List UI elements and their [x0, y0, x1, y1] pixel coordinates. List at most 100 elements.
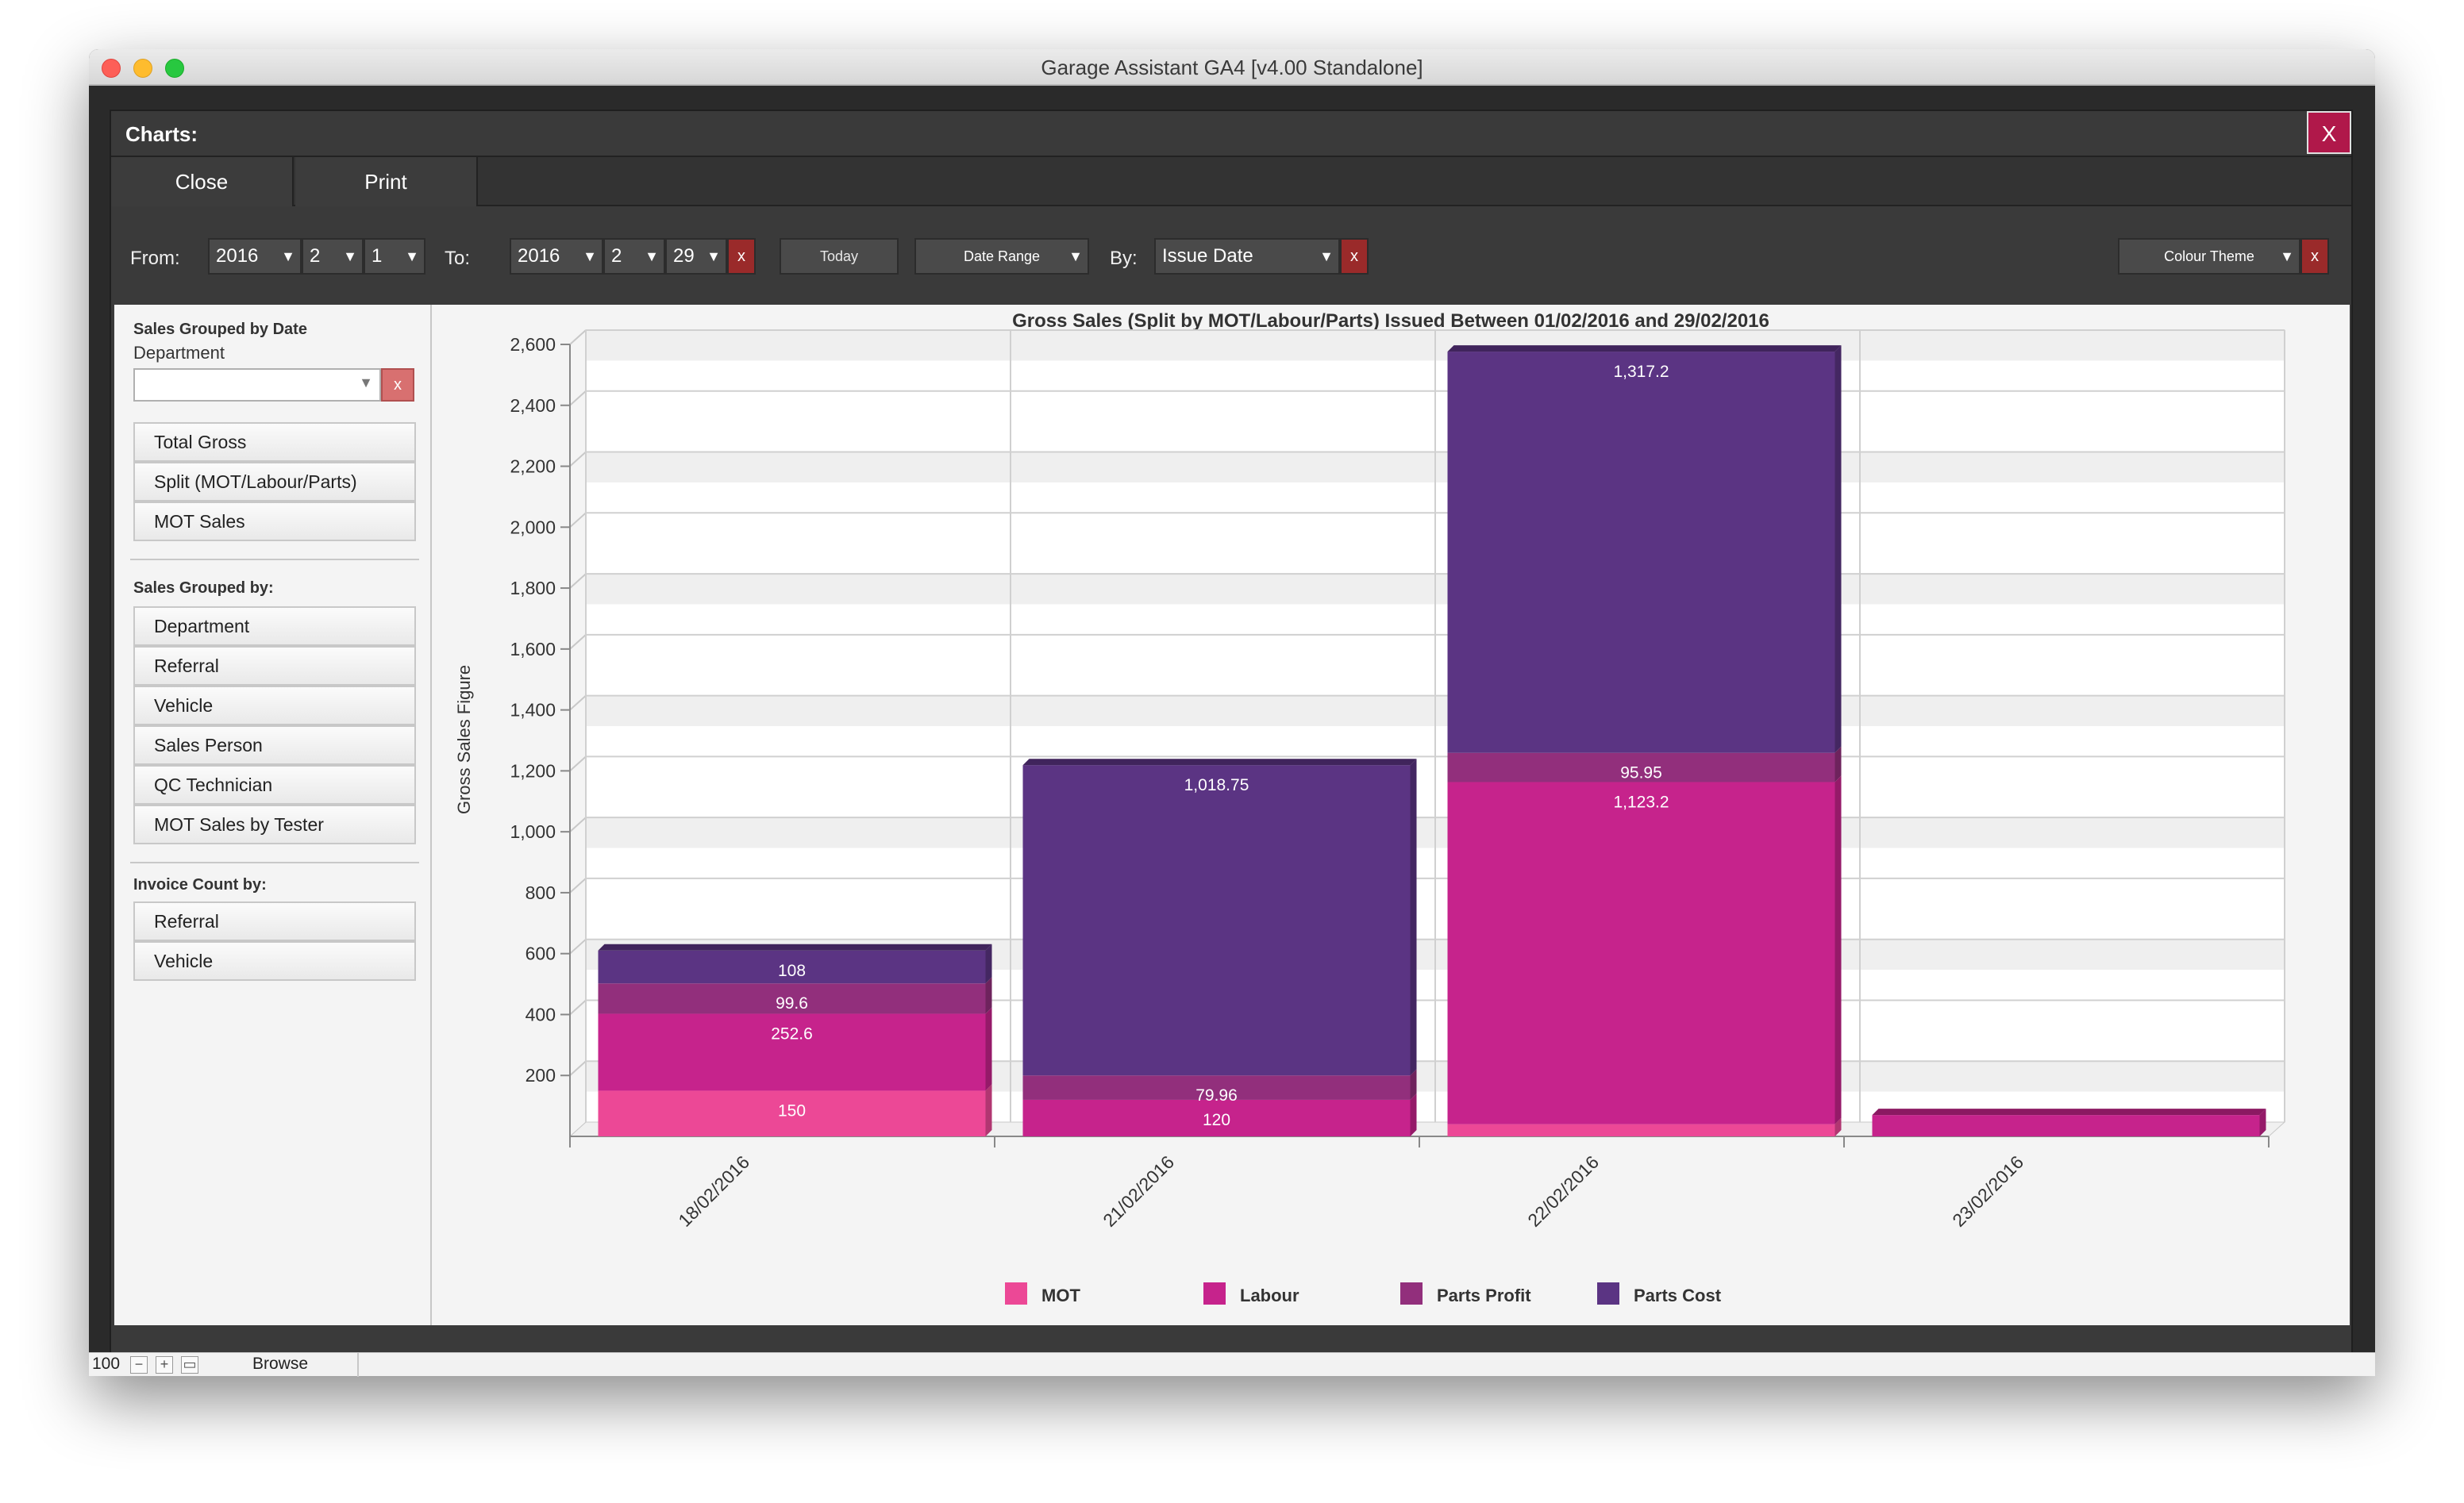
- department-clear-button[interactable]: x: [381, 368, 414, 402]
- window-maximize-button[interactable]: [165, 59, 184, 78]
- group-vehicle-button[interactable]: Vehicle: [133, 686, 416, 725]
- bar-side: [1835, 1117, 1842, 1136]
- department-select[interactable]: ▼: [133, 368, 381, 402]
- data-label: 150: [778, 1101, 806, 1120]
- y-tick-label: 1,200: [510, 760, 556, 781]
- data-label: 79.96: [1195, 1086, 1238, 1105]
- split-mot-labour-parts-button[interactable]: Split (MOT/Labour/Parts): [133, 462, 416, 502]
- y-gridline-side: [569, 999, 587, 1016]
- y-gridline-side: [569, 573, 587, 589]
- clear-colour-theme-button[interactable]: x: [2300, 238, 2329, 275]
- dialog-title: Charts:: [125, 122, 198, 146]
- close-button[interactable]: Close: [111, 157, 294, 206]
- clear-by-button[interactable]: x: [1340, 238, 1369, 275]
- from-month-select[interactable]: 2 ▼: [302, 238, 364, 275]
- by-value: Issue Date: [1162, 245, 1253, 267]
- bar-side: [985, 1007, 992, 1091]
- today-button[interactable]: Today: [780, 238, 899, 275]
- y-gridline-side: [569, 329, 587, 345]
- data-label: 1,018.75: [1184, 776, 1249, 794]
- by-select[interactable]: Issue Date ▼: [1154, 238, 1340, 275]
- from-day-select[interactable]: 1 ▼: [364, 238, 425, 275]
- stacked-bar-chart: Gross Sales (Split by MOT/Labour/Parts) …: [454, 310, 2286, 1305]
- mot-sales-button[interactable]: MOT Sales: [133, 502, 416, 541]
- bar-side: [1835, 775, 1842, 1124]
- group-sales-person-button[interactable]: Sales Person: [133, 725, 416, 765]
- zoom-in-icon[interactable]: +: [156, 1356, 173, 1374]
- y-gridline-side: [569, 1060, 587, 1076]
- data-label: 95.95: [1620, 764, 1662, 782]
- bar-side: [2259, 1109, 2266, 1136]
- date-range-select[interactable]: Date Range ▼: [914, 238, 1089, 275]
- y-gridline-side: [569, 817, 587, 832]
- to-day-value: 29: [673, 245, 695, 267]
- window-title: Garage Assistant GA4 [v4.00 Standalone]: [1041, 56, 1423, 79]
- bar-side: [1835, 345, 1842, 753]
- group-mot-sales-by-tester-button[interactable]: MOT Sales by Tester: [133, 805, 416, 844]
- bar-side: [1835, 746, 1842, 782]
- y-tick-label: 600: [526, 944, 556, 964]
- to-year-select[interactable]: 2016 ▼: [510, 238, 603, 275]
- from-label: From:: [130, 248, 180, 269]
- x-tick-label: 21/02/2016: [1099, 1151, 1178, 1231]
- data-label: 252.6: [771, 1024, 813, 1043]
- data-label: 1,123.2: [1613, 794, 1669, 812]
- total-gross-button[interactable]: Total Gross: [133, 422, 416, 462]
- bar-segment: [598, 950, 986, 984]
- colour-theme-select[interactable]: Colour Theme ▼: [2118, 238, 2300, 275]
- legend-swatch: [1005, 1282, 1027, 1305]
- to-day-select[interactable]: 29 ▼: [665, 238, 727, 275]
- from-day-value: 1: [372, 245, 383, 267]
- from-year-select[interactable]: 2016 ▼: [208, 238, 302, 275]
- dialog-close-x-button[interactable]: X: [2307, 111, 2351, 154]
- invoice-vehicle-button[interactable]: Vehicle: [133, 941, 416, 981]
- dropdown-arrow-icon: ▼: [343, 248, 357, 264]
- bar-top: [1872, 1109, 2266, 1116]
- sidebar-divider: [130, 559, 419, 560]
- y-tick-label: 1,800: [510, 578, 556, 598]
- charts-dialog: Charts: X Close Print From: 2016 ▼ 2 ▼ 1 ▼ …: [110, 110, 2353, 1373]
- filter-bar: From: 2016 ▼ 2 ▼ 1 ▼ To: 2016 ▼ 2 ▼ 29 ▼ x Tod…: [111, 208, 2351, 303]
- bar-segment: [1447, 752, 1835, 782]
- bar-side: [985, 1084, 992, 1136]
- bar-side: [985, 944, 992, 984]
- sales-grouped-by-heading: Sales Grouped by:: [133, 579, 274, 597]
- from-year-value: 2016: [216, 245, 259, 267]
- y-gridline-side: [569, 390, 587, 406]
- status-divider: [357, 1353, 359, 1377]
- app-window: Garage Assistant GA4 [v4.00 Standalone] …: [89, 49, 2375, 1376]
- x-tick-label: 22/02/2016: [1523, 1151, 1603, 1231]
- to-month-select[interactable]: 2 ▼: [603, 238, 665, 275]
- y-tick-label: 800: [526, 882, 556, 903]
- clear-dates-button[interactable]: x: [727, 238, 756, 275]
- y-tick-label: 1,400: [510, 700, 556, 721]
- dropdown-arrow-icon: ▼: [359, 375, 373, 390]
- print-button[interactable]: Print: [295, 157, 478, 206]
- chart-side-wall: [569, 329, 587, 1138]
- y-gridline-side: [569, 634, 587, 650]
- legend-swatch: [1597, 1282, 1619, 1305]
- legend-label: MOT: [1041, 1286, 1080, 1305]
- window-close-button[interactable]: [102, 59, 121, 78]
- y-gridline-side: [569, 755, 587, 772]
- dropdown-arrow-icon: ▼: [1068, 248, 1083, 264]
- invoice-referral-button[interactable]: Referral: [133, 901, 416, 941]
- zoom-out-icon[interactable]: −: [130, 1356, 148, 1374]
- bar-side: [1410, 759, 1417, 1076]
- window-minimize-button[interactable]: [133, 59, 152, 78]
- chart-title: Gross Sales (Split by MOT/Labour/Parts) …: [1012, 310, 1769, 332]
- bar-segment: [1022, 765, 1411, 1076]
- dropdown-arrow-icon: ▼: [405, 248, 419, 264]
- chart-options-sidebar: Sales Grouped by Date Department ▼ x Tot…: [114, 305, 432, 1325]
- y-gridline-side: [569, 451, 587, 467]
- group-qc-technician-button[interactable]: QC Technician: [133, 765, 416, 805]
- bar-segment: [598, 1013, 986, 1091]
- to-year-value: 2016: [518, 245, 560, 267]
- bar-top: [598, 944, 992, 951]
- y-tick-label: 2,400: [510, 395, 556, 416]
- bar-segment: [598, 983, 986, 1014]
- toolbar-toggle-icon[interactable]: ▭: [181, 1356, 198, 1374]
- group-referral-button[interactable]: Referral: [133, 646, 416, 686]
- bar-segment: [1447, 1124, 1835, 1136]
- group-department-button[interactable]: Department: [133, 606, 416, 646]
